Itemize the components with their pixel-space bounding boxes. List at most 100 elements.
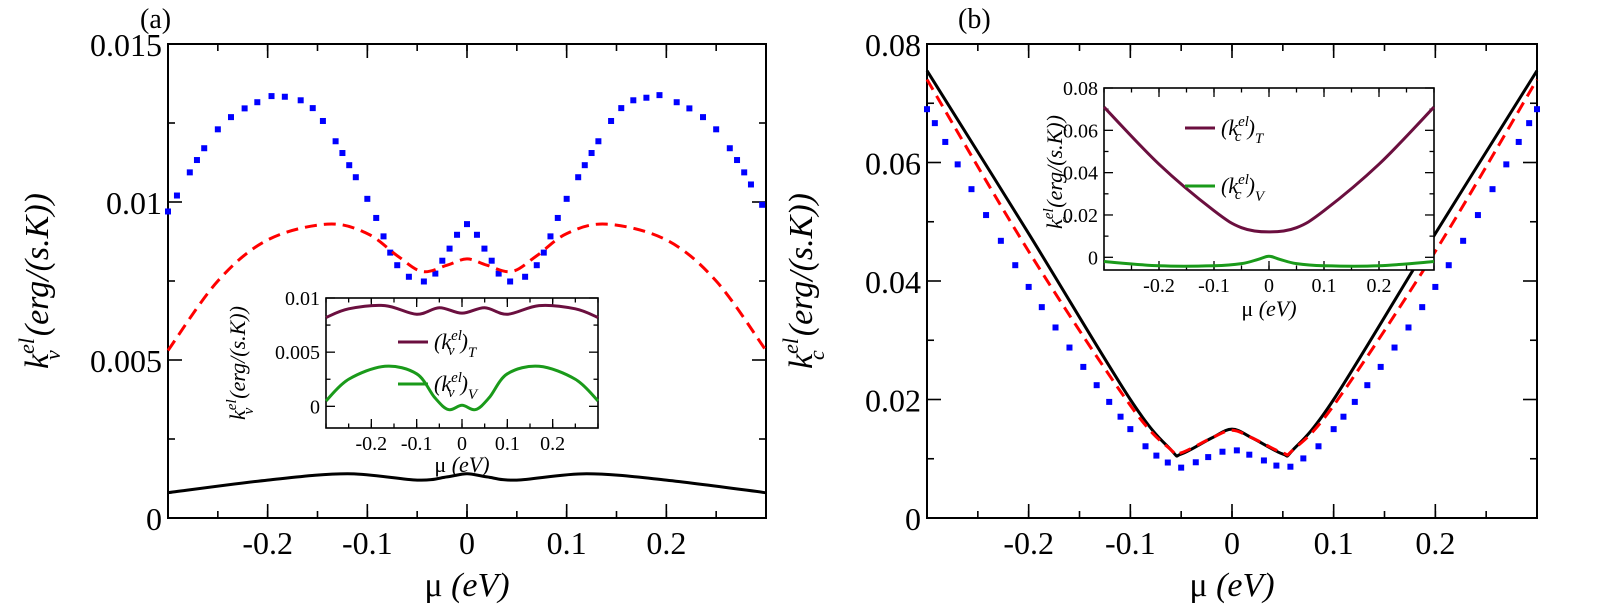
data-point: [214, 126, 221, 133]
data-point: [1106, 398, 1113, 405]
inset-y-tick-label: 0.005: [275, 342, 320, 364]
data-point: [473, 231, 480, 238]
x-axis-unit: (eV): [1259, 296, 1297, 321]
x-tick-label: 0.2: [1415, 525, 1455, 561]
data-point: [173, 192, 180, 199]
data-point: [1503, 161, 1510, 168]
series-2-blue-dots: [924, 106, 1540, 471]
y-tick-label: 0.08: [865, 27, 921, 63]
x-tick-label: -0.1: [1105, 525, 1156, 561]
data-point: [522, 273, 529, 280]
legend-sub: T: [468, 345, 478, 361]
inset-x-tick-label: 0.1: [495, 433, 520, 455]
data-point: [741, 169, 748, 176]
x-tick-label: 0.1: [547, 525, 587, 561]
data-point: [713, 126, 720, 133]
data-point: [454, 231, 461, 238]
data-point: [1205, 454, 1212, 461]
legend-entry: (kel v)T: [434, 328, 478, 361]
data-point: [700, 114, 707, 121]
legend-close: ): [459, 371, 468, 396]
y-axis-superscript: el: [1041, 208, 1057, 219]
data-point: [373, 214, 380, 221]
data-point: [1164, 459, 1171, 466]
data-point: [1300, 455, 1307, 462]
inset-y-tick-label: 0: [310, 396, 320, 418]
data-point: [595, 138, 602, 145]
x-tick-label: 0: [1224, 525, 1240, 561]
legend-sup: el: [451, 328, 462, 344]
y-axis-superscript: el: [778, 338, 803, 354]
legend-sub: T: [1255, 131, 1265, 147]
x-axis-title: μ (eV): [424, 567, 509, 604]
inset-y-tick-label: 0.04: [1063, 163, 1098, 185]
data-point: [1391, 344, 1398, 351]
legend-sym: (k: [1221, 173, 1239, 198]
legend-close: ): [459, 329, 468, 354]
legend-sup: el: [451, 370, 462, 386]
y-axis-symbol: k: [225, 409, 250, 420]
inset-series-0-line: [325, 303, 599, 319]
data-point: [332, 138, 339, 145]
data-point: [1219, 448, 1226, 455]
data-point: [540, 249, 547, 256]
data-point: [747, 181, 754, 188]
y-axis-unit: (erg/(s.K)): [225, 306, 250, 399]
legend-sym: (k: [434, 329, 452, 354]
data-point: [1534, 106, 1540, 113]
data-point: [1178, 464, 1185, 471]
y-tick-label: 0: [905, 501, 921, 537]
data-point: [281, 93, 288, 100]
data-point: [186, 169, 193, 176]
inset-x-tick-label: -0.2: [355, 433, 387, 455]
data-point: [1377, 363, 1384, 370]
legend-sub-var: v: [448, 385, 455, 401]
data-point: [942, 138, 949, 145]
inset-series-0-line: [1102, 106, 1436, 234]
legend-sym: (k: [1221, 115, 1239, 140]
data-point: [1233, 447, 1240, 454]
legend-sup: el: [1238, 172, 1249, 188]
legend-close: ): [1246, 115, 1255, 140]
data-point: [734, 157, 741, 164]
data-point: [352, 174, 359, 181]
data-point: [1127, 426, 1134, 433]
legend-sub-var: v: [448, 343, 455, 359]
inset-y-tick-label: 0.06: [1063, 120, 1098, 142]
inset-x-tick-label: 0: [457, 433, 467, 455]
data-point: [439, 257, 446, 264]
data-point: [1526, 120, 1533, 127]
y-axis-subscript: v: [241, 407, 257, 414]
data-point: [507, 278, 514, 285]
data-point: [608, 117, 615, 124]
data-point: [309, 105, 316, 112]
x-tick-label: -0.1: [342, 525, 393, 561]
y-tick-label: 0: [146, 501, 162, 537]
data-point: [1052, 324, 1059, 331]
legend-entry: (kel c)V: [1221, 172, 1266, 205]
inset-x-tick-label: 0.1: [1312, 275, 1337, 297]
y-tick-label: 0.005: [90, 343, 162, 379]
y-axis-title-text: kelv (erg/(s.K)): [14, 193, 65, 369]
data-point: [364, 195, 371, 202]
data-point: [254, 99, 261, 106]
legend-sup: el: [1238, 114, 1249, 130]
data-point: [554, 214, 561, 221]
y-axis-superscript: el: [224, 399, 240, 410]
y-tick-label: 0.04: [865, 264, 921, 300]
inset-x-axis-title: μ (eV): [1241, 296, 1296, 321]
data-point: [201, 145, 208, 152]
series-2-line: [167, 472, 767, 495]
y-axis-title-text: kelc (erg/(s.K)): [778, 193, 829, 369]
inset-x-tick-label: 0.2: [540, 433, 565, 455]
data-point: [1315, 443, 1322, 450]
data-point: [533, 262, 540, 269]
data-point: [1066, 344, 1073, 351]
y-axis-unit: (erg/(s.K)): [19, 193, 56, 336]
y-axis-title: kelv (erg/(s.K)): [14, 193, 65, 369]
inset-x-tick-label: -0.1: [401, 433, 433, 455]
x-tick-label: 0: [459, 525, 475, 561]
x-axis-symbol: μ: [1241, 296, 1253, 321]
data-point: [1117, 413, 1124, 420]
